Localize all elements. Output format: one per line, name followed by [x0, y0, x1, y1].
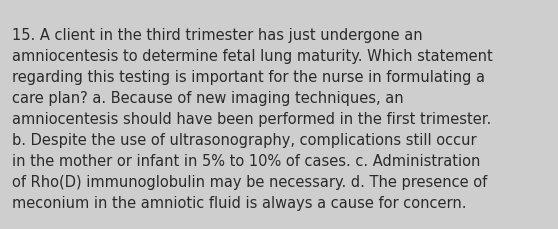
Text: 15. A client in the third trimester has just undergone an
amniocentesis to deter: 15. A client in the third trimester has … — [12, 27, 493, 210]
